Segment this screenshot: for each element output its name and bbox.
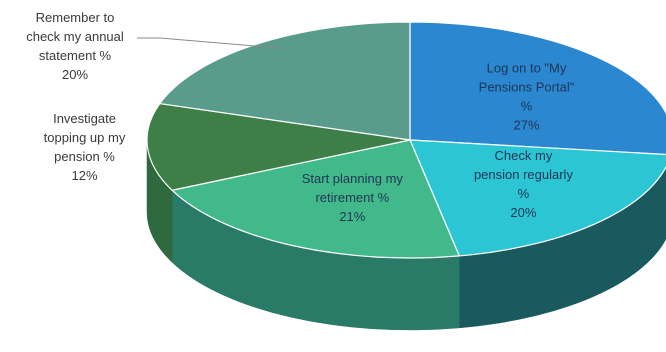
slice-label-check-my-pension-regularly: Check my pension regularly% 20% — [474, 148, 574, 220]
slice-label-remember-to-check-my-annual-statement: Remember to check my annual statement % 20% — [26, 10, 124, 82]
pie-slice-check-my-pension-regularly — [409, 139, 666, 257]
leader-line-remember-to-check-my-annual-statement — [137, 37, 286, 50]
pie-slice-investigate-topping-up-my-pension — [146, 102, 411, 191]
pie-top-faces — [146, 21, 666, 259]
pie-slice-remember-to-check-my-annual-statement — [159, 21, 411, 141]
slice-label-log-on-to-my-pensions-portal: Log on to "My Pensions Portal"% 27% — [479, 61, 575, 133]
slice-label-start-planning-my-retirement: Start planning my retirement % 21% — [302, 171, 404, 224]
slice-labels: Log on to "My Pensions Portal"% 27% Check m… — [26, 10, 574, 224]
slice-label-investigate-topping-up-my-pension: Investigate topping up my pension % 12% — [44, 111, 126, 183]
pie-slice-start-planning-my-retirement — [171, 139, 460, 259]
pie-slice-log-on-to-my-pensions-portal — [409, 21, 666, 156]
leader-lines — [137, 37, 286, 50]
